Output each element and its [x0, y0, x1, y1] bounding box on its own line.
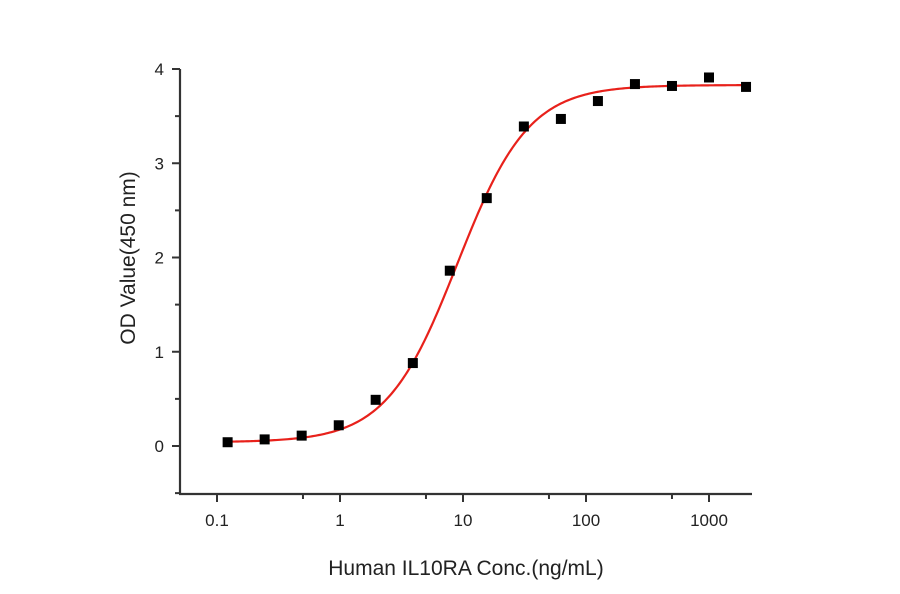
axis-labels: Human IL10RA Conc.(ng/mL) OD Value(450 n…	[117, 171, 604, 580]
y-tick-label: 1	[155, 343, 164, 362]
y-tick-label: 4	[155, 60, 164, 79]
data-point	[481, 193, 492, 204]
data-points	[222, 72, 752, 448]
y-tick-label: 2	[155, 249, 164, 268]
data-point	[370, 394, 381, 405]
data-point	[629, 79, 640, 90]
data-point	[555, 113, 566, 124]
x-tick-label: 0.1	[205, 511, 229, 530]
x-tick-label: 10	[454, 511, 473, 530]
data-point	[592, 96, 603, 107]
fit-line	[227, 84, 747, 443]
data-point	[704, 72, 714, 83]
data-point	[444, 265, 455, 276]
data-point	[407, 358, 418, 369]
data-point	[222, 437, 233, 448]
data-point	[296, 430, 307, 441]
x-tick-label: 100	[572, 511, 600, 530]
x-axis-title: Human IL10RA Conc.(ng/mL)	[328, 557, 603, 580]
data-point	[259, 434, 270, 445]
fit-curve	[227, 84, 747, 443]
y-axis-title: OD Value(450 nm)	[117, 171, 140, 345]
y-tick-label: 3	[155, 154, 164, 173]
y-tick-label: 0	[155, 437, 164, 456]
x-tick-label: 1	[335, 511, 344, 530]
data-point	[666, 80, 677, 91]
axes: 0 1 2 3 4 0.1 1 10 100 1000	[155, 60, 752, 530]
data-point	[518, 121, 529, 132]
data-point	[741, 81, 752, 92]
x-tick-label: 1000	[690, 511, 728, 530]
data-point	[333, 420, 344, 431]
